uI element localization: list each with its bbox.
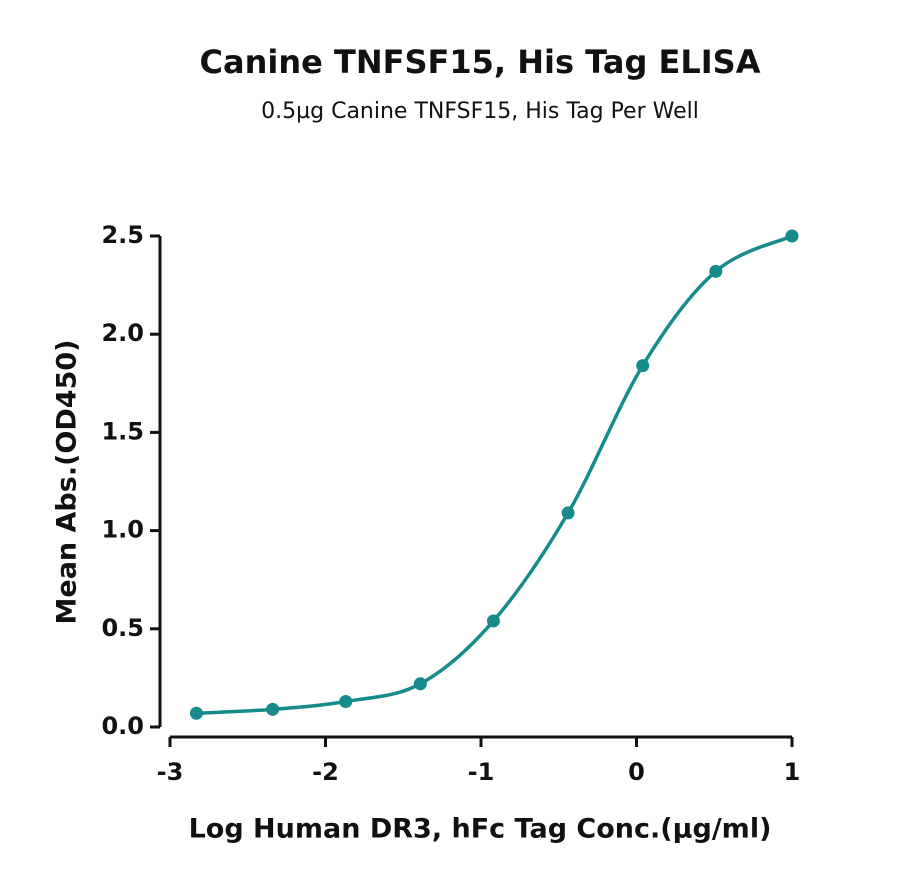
x-tick-label: -1 bbox=[468, 758, 495, 786]
x-tick-label: 1 bbox=[784, 758, 801, 786]
data-point bbox=[189, 706, 203, 720]
x-tick-label: -3 bbox=[157, 758, 184, 786]
y-tick-label: 0.0 bbox=[101, 712, 144, 740]
data-point bbox=[486, 614, 500, 628]
y-tick-label: 2.5 bbox=[101, 221, 144, 249]
fit-line bbox=[196, 234, 793, 715]
x-tick-label: -2 bbox=[312, 758, 339, 786]
data-point bbox=[709, 264, 723, 278]
data-point bbox=[339, 694, 353, 708]
chart-subtitle: 0.5µg Canine TNFSF15, His Tag Per Well bbox=[261, 99, 699, 124]
x-axis-title: Log Human DR3, hFc Tag Conc.(µg/ml) bbox=[189, 814, 772, 845]
data-point bbox=[413, 677, 427, 691]
y-tick-label: 1.0 bbox=[101, 516, 144, 544]
data-point bbox=[561, 506, 575, 520]
y-tick-label: 2.0 bbox=[101, 319, 144, 347]
data-point bbox=[785, 229, 799, 243]
data-point bbox=[636, 359, 650, 373]
y-tick-label: 0.5 bbox=[101, 614, 144, 642]
data-point bbox=[266, 702, 280, 716]
y-axis-title: Mean Abs.(OD450) bbox=[52, 340, 83, 625]
x-tick-label: 0 bbox=[628, 758, 645, 786]
y-tick-label: 1.5 bbox=[101, 417, 144, 445]
chart-title: Canine TNFSF15, His Tag ELISA bbox=[200, 43, 761, 81]
